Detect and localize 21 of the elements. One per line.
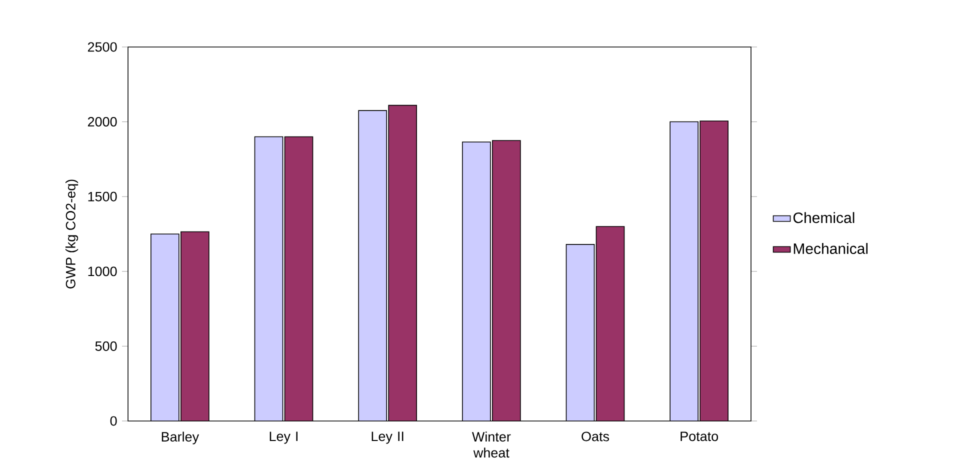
y-tick-label: 2000 <box>88 117 117 127</box>
y-tick-label: 2500 <box>88 42 117 52</box>
x-tick-label: Ley II <box>372 432 404 444</box>
legend-label: Chemical <box>793 212 854 224</box>
y-tick-label: 1000 <box>88 266 117 276</box>
y-tick-label: 500 <box>95 341 117 351</box>
bar <box>492 140 521 421</box>
bar <box>700 120 728 421</box>
y-tick-label: 1500 <box>88 192 117 202</box>
x-tick-label: Potato <box>680 432 718 442</box>
bar <box>596 226 625 421</box>
x-tick-label: Barley <box>162 432 200 444</box>
x-tick-label: Winter wheat <box>472 432 511 458</box>
bar <box>180 231 210 421</box>
bar <box>388 104 417 421</box>
legend-label: Mechanical <box>794 242 868 254</box>
x-tick-label: Oats <box>582 432 610 442</box>
x-tick-label: Ley I <box>270 432 298 444</box>
bar <box>284 136 314 421</box>
y-tick-label: 0 <box>110 416 117 426</box>
y-axis-title: GWP (kg CO2-eq) <box>66 180 78 288</box>
